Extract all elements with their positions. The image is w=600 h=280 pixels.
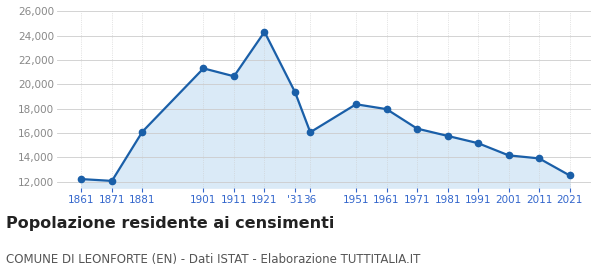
Text: COMUNE DI LEONFORTE (EN) - Dati ISTAT - Elaborazione TUTTITALIA.IT: COMUNE DI LEONFORTE (EN) - Dati ISTAT - … [6, 253, 421, 266]
Text: Popolazione residente ai censimenti: Popolazione residente ai censimenti [6, 216, 334, 231]
